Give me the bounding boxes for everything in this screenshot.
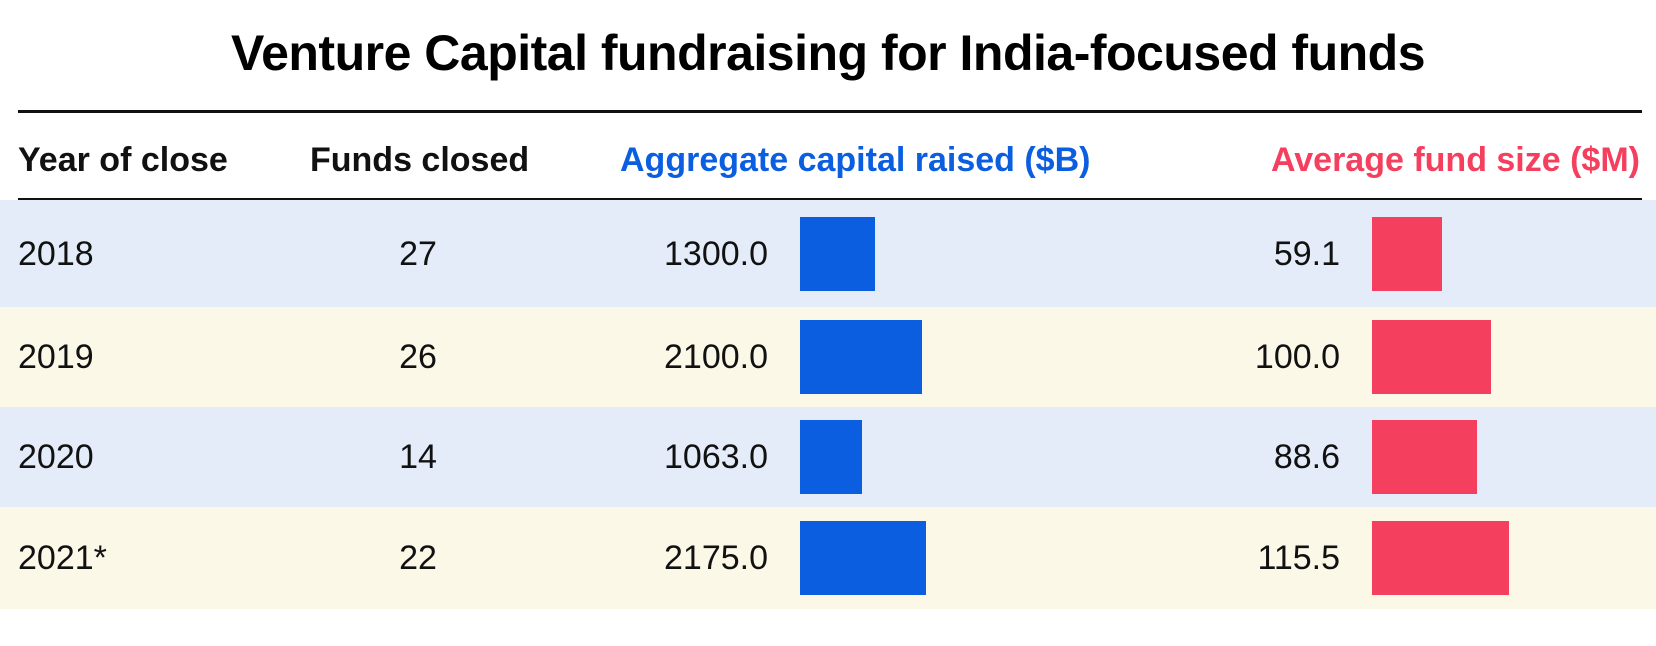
header-aggregate: Aggregate capital raised ($B) <box>620 141 1091 179</box>
year-cell: 2018 <box>18 235 94 273</box>
average-bar <box>1372 420 1477 494</box>
aggregate-value: 2175.0 <box>664 539 768 577</box>
header-average: Average fund size ($M) <box>1270 141 1640 179</box>
average-bar <box>1372 217 1442 291</box>
aggregate-value: 2100.0 <box>664 338 768 376</box>
aggregate-bar <box>800 420 862 494</box>
aggregate-bar <box>800 320 922 394</box>
header-year: Year of close <box>18 141 228 179</box>
funds-cell: 27 <box>399 235 437 273</box>
average-bar <box>1372 320 1491 394</box>
funds-cell: 26 <box>399 338 437 376</box>
table-row: 2021* 22 2175.0 115.5 <box>0 507 1656 609</box>
table-row: 2020 14 1063.0 88.6 <box>0 407 1656 507</box>
year-cell: 2019 <box>18 338 94 376</box>
funds-cell: 14 <box>399 438 437 476</box>
table-row: 2019 26 2100.0 100.0 <box>0 307 1656 407</box>
year-cell: 2020 <box>18 438 94 476</box>
header-divider <box>18 198 1642 200</box>
average-bar <box>1372 521 1509 595</box>
aggregate-bar <box>800 521 926 595</box>
average-value: 59.1 <box>1273 235 1340 273</box>
top-divider <box>18 110 1642 113</box>
header-funds: Funds closed <box>310 141 530 179</box>
funds-cell: 22 <box>399 539 437 577</box>
average-value: 100.0 <box>1254 338 1340 376</box>
year-cell: 2021* <box>18 539 107 577</box>
table-row: 2018 27 1300.0 59.1 <box>0 200 1656 307</box>
aggregate-value: 1300.0 <box>664 235 768 273</box>
aggregate-value: 1063.0 <box>664 438 768 476</box>
average-value: 115.5 <box>1257 539 1340 577</box>
chart-title: Venture Capital fundraising for India-fo… <box>230 25 1426 81</box>
average-value: 88.6 <box>1273 438 1340 476</box>
aggregate-bar <box>800 217 875 291</box>
